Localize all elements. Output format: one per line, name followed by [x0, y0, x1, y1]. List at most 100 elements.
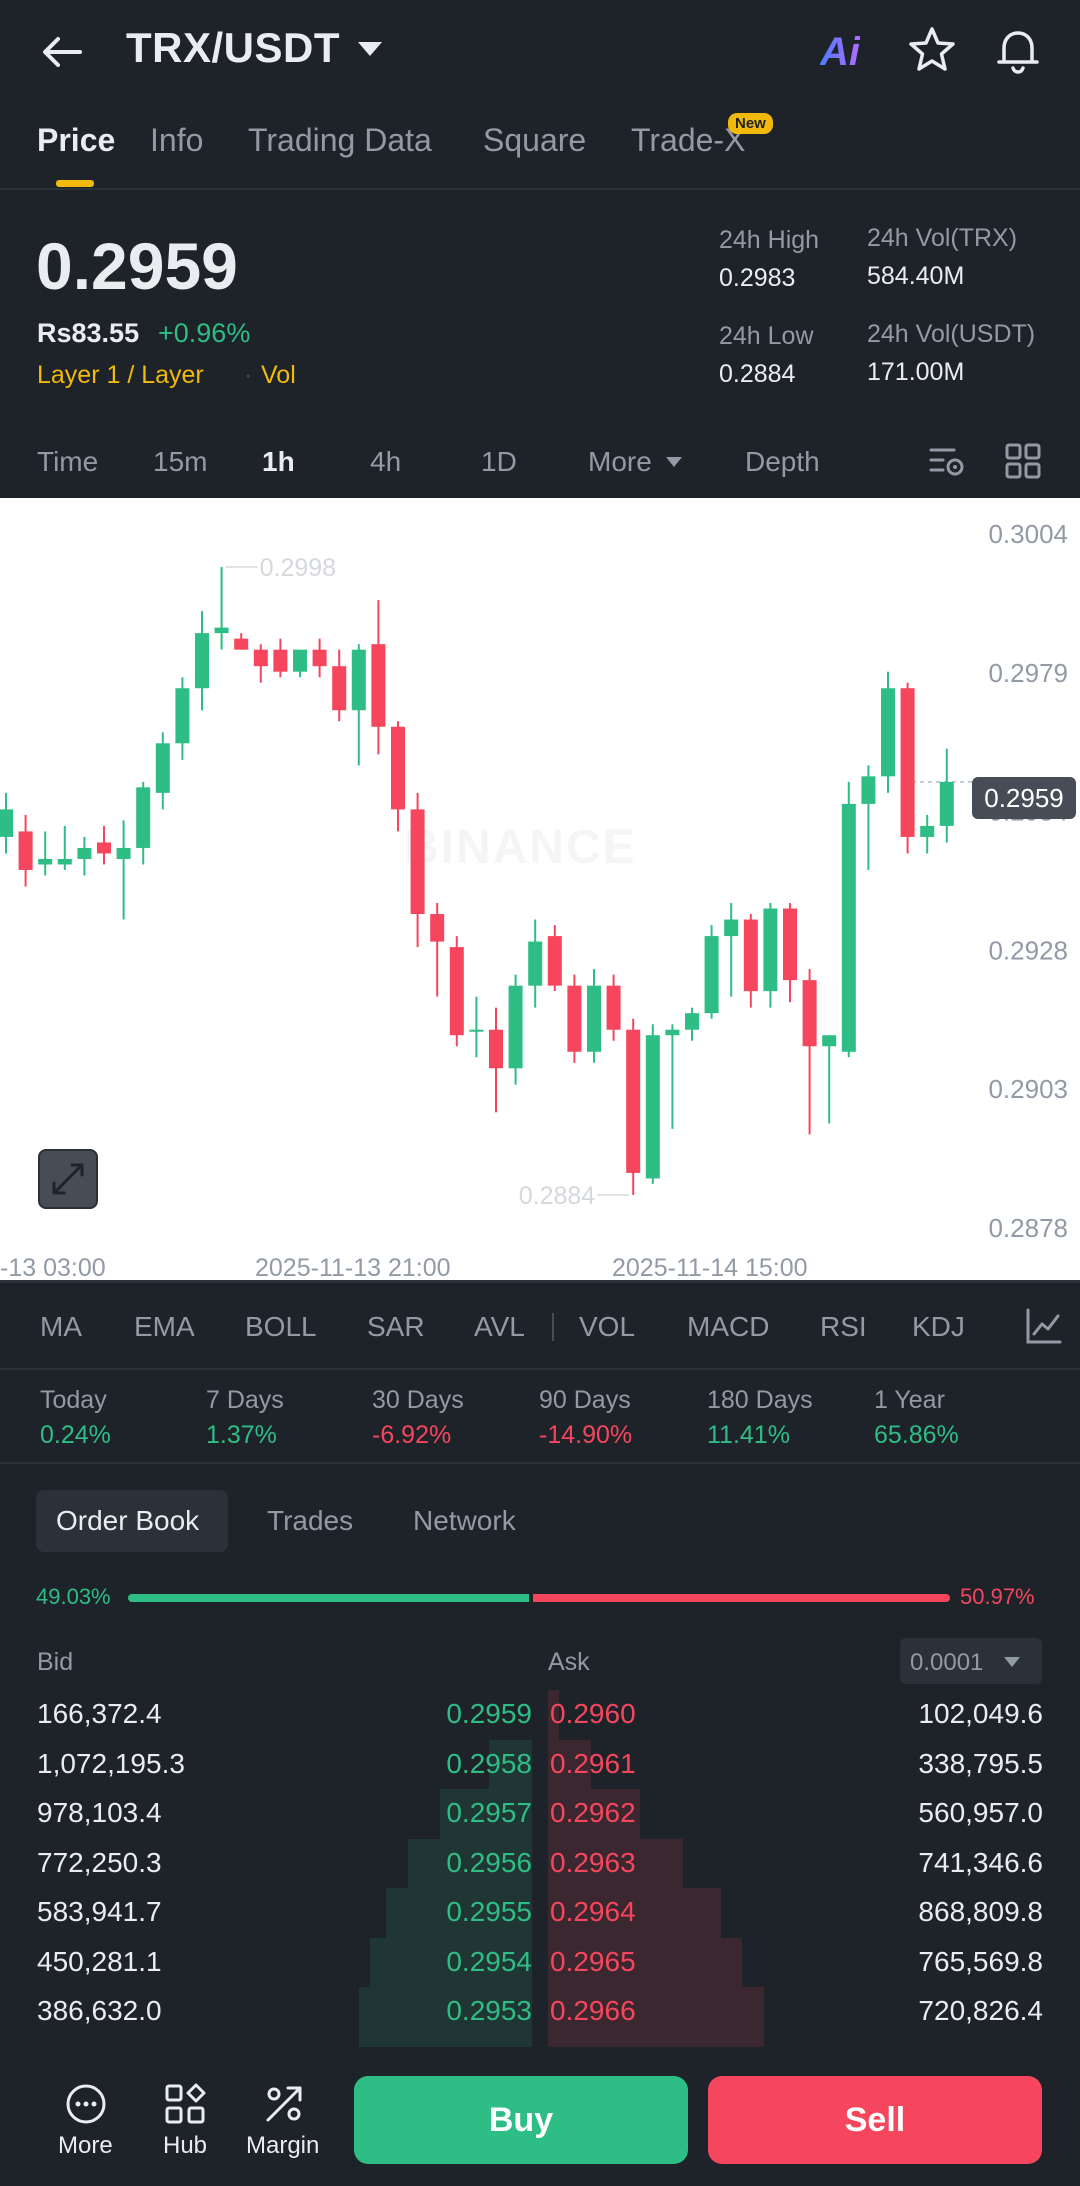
order-book-row[interactable]: 978,103.4 0.2957 0.2962 560,957.0 [0, 1789, 1080, 1839]
candle-body [743, 919, 758, 992]
x-axis-tick-label: 2025-11-14 15:00 [612, 1254, 808, 1280]
tab-trade-x[interactable]: Trade-X [631, 122, 746, 158]
more-dots-icon[interactable] [64, 2082, 108, 2126]
bid-quantity: 978,103.4 [37, 1797, 162, 1828]
timeframe-1h[interactable]: 1h [262, 446, 295, 477]
price-change-percent: +0.96% [158, 318, 251, 348]
pair-dropdown-caret-icon[interactable] [358, 42, 382, 56]
precision-value[interactable]: 0.0001 [910, 1649, 984, 1676]
grid-layout-icon[interactable] [1004, 442, 1042, 480]
indicator-rsi[interactable]: RSI [820, 1311, 867, 1342]
indicator-macd[interactable]: MACD [687, 1311, 770, 1342]
category-tag[interactable]: Layer 1 / Layer [37, 361, 204, 389]
margin-icon[interactable] [262, 2082, 306, 2126]
tab-price[interactable]: Price [37, 122, 116, 158]
indicator-sar[interactable]: SAR [367, 1311, 425, 1342]
timeframe-15m[interactable]: 15m [153, 446, 208, 477]
hub-grid-icon[interactable] [163, 2082, 207, 2126]
candle-body [116, 847, 131, 859]
order-book-row[interactable]: 450,281.1 0.2954 0.2965 765,569.8 [0, 1938, 1080, 1988]
fullscreen-expand-button[interactable] [38, 1149, 98, 1209]
indicator-separator [552, 1313, 554, 1341]
y-axis-tick-label: 0.2928 [988, 935, 1068, 965]
indicator-ma[interactable]: MA [40, 1311, 82, 1342]
indicator-kdj[interactable]: KDJ [912, 1311, 965, 1342]
back-arrow-icon[interactable] [36, 26, 88, 78]
nav-margin-label[interactable]: Margin [246, 2132, 320, 2159]
bid-depth-bar [370, 1937, 532, 1987]
ask-depth-bar [548, 1789, 640, 1839]
expand-icon [52, 1163, 84, 1195]
candle-body [626, 1029, 641, 1173]
tab-trades[interactable]: Trades [267, 1505, 354, 1536]
perf-value-1y: 65.86% [874, 1421, 959, 1449]
high-marker-label: 0.2998 [260, 554, 336, 582]
perf-label-today: Today [40, 1386, 107, 1414]
bid-price: 0.2955 [446, 1896, 532, 1927]
order-book-row[interactable]: 772,250.3 0.2956 0.2963 741,346.6 [0, 1839, 1080, 1889]
tab-trading-data[interactable]: Trading Data [248, 122, 432, 158]
chart-canvas[interactable]: 0.30040.29790.29540.29280.29030.2878-13 … [0, 498, 1080, 1280]
candle-body [195, 633, 209, 689]
candle-body [645, 1035, 660, 1179]
last-price: 0.2959 [36, 229, 238, 303]
candle-body [802, 980, 817, 1047]
indicator-ema[interactable]: EMA [134, 1311, 195, 1342]
bid-price: 0.2959 [446, 1698, 532, 1729]
ai-icon[interactable]: Ai [820, 30, 860, 75]
bid-price: 0.2954 [446, 1945, 532, 1977]
tab-network[interactable]: Network [413, 1505, 516, 1536]
order-book-row[interactable]: 386,632.0 0.2953 0.2966 720,826.4 [0, 1987, 1080, 2037]
candle-body [97, 842, 111, 854]
tab-info[interactable]: Info [150, 122, 204, 158]
timeframe-time[interactable]: Time [37, 446, 99, 477]
bid-quantity: 583,941.7 [37, 1896, 162, 1927]
indicator-settings-icon[interactable] [1024, 1306, 1064, 1346]
timeframe-more[interactable]: More [588, 446, 652, 477]
indicator-avl[interactable]: AVL [474, 1311, 525, 1342]
candle-body [410, 809, 425, 915]
vol-tag[interactable]: Vol [261, 361, 296, 389]
fiat-price: Rs83.55 [37, 318, 140, 348]
chart-settings-icon[interactable] [928, 442, 966, 480]
candle-body [861, 776, 876, 804]
candle-body [57, 858, 72, 865]
timeframe-4h[interactable]: 4h [370, 446, 402, 477]
order-book-row[interactable]: 1,072,195.3 0.2958 0.2961 338,795.5 [0, 1740, 1080, 1790]
nav-hub-label[interactable]: Hub [163, 2132, 208, 2159]
ask-price: 0.2964 [550, 1896, 636, 1927]
candle-body [822, 1035, 837, 1047]
candle-body [508, 985, 523, 1069]
chevron-down-icon[interactable] [666, 457, 682, 467]
nav-more-label[interactable]: More [58, 2132, 113, 2159]
bid-quantity: 772,250.3 [37, 1846, 162, 1878]
vol-base-label: 24h Vol(TRX) [867, 224, 1018, 252]
candle-body [0, 809, 13, 837]
indicator-boll[interactable]: BOLL [245, 1311, 317, 1342]
indicator-vol[interactable]: VOL [579, 1311, 636, 1342]
bell-icon[interactable] [992, 24, 1044, 76]
perf-label-30d: 30 Days [372, 1386, 464, 1414]
sell-button[interactable]: Sell [708, 2076, 1042, 2164]
perf-label-180d: 180 Days [707, 1386, 813, 1414]
timeframe-1d[interactable]: 1D [481, 446, 517, 477]
top-header: TRX/USDT Ai Price Info Trading Data Squa… [0, 0, 1080, 190]
candlestick-chart[interactable]: BINANCE 0.30040.29790.29540.29280.29030.… [0, 498, 1080, 1280]
pair-title[interactable]: TRX/USDT [126, 24, 340, 71]
candle-body [214, 627, 229, 634]
candle-body [489, 1029, 503, 1069]
tab-order-book[interactable]: Order Book [56, 1505, 200, 1536]
tab-square[interactable]: Square [483, 122, 587, 158]
star-icon[interactable] [906, 24, 958, 76]
order-book-row[interactable]: 583,941.7 0.2955 0.2964 868,809.8 [0, 1888, 1080, 1938]
timeframe-depth[interactable]: Depth [745, 446, 820, 477]
chevron-down-icon[interactable] [1004, 1657, 1020, 1667]
bid-depth-bar [407, 1838, 532, 1888]
vol-quote-value: 171.00M [867, 358, 965, 386]
candle-body [528, 941, 543, 986]
candle-body [175, 688, 190, 744]
order-book-row[interactable]: 166,372.4 0.2959 0.2960 102,049.6 [0, 1690, 1080, 1740]
buy-button[interactable]: Buy [354, 2076, 688, 2164]
low-label: 24h Low [719, 322, 814, 350]
vol-quote-label: 24h Vol(USDT) [867, 320, 1036, 348]
